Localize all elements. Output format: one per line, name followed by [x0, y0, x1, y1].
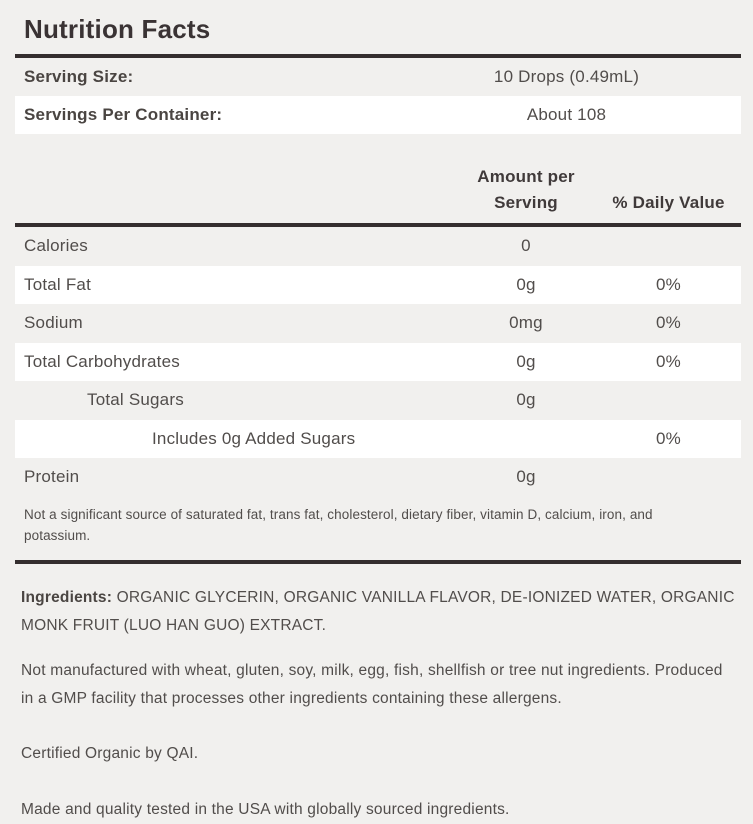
nutrient-name: Calories — [24, 236, 88, 256]
serving-info-row: Serving Size: 10 Drops (0.49mL) — [15, 58, 741, 96]
certification-text: Certified Organic by QAI. — [21, 744, 199, 762]
table-row: Includes 0g Added Sugars 0% — [15, 419, 741, 458]
table-row: Total Sugars 0g — [15, 381, 741, 420]
header-divider — [15, 223, 741, 227]
daily-value-header: % Daily Value — [612, 193, 725, 212]
nutrient-table: Calories 0 Total Fat 0g 0% Sodium 0mg 0% Total C… — [15, 227, 741, 497]
nutrient-daily-value: 0% — [656, 428, 681, 448]
allergen-paragraph: Not manufactured with wheat, gluten, soy… — [21, 662, 723, 708]
amount-header-line1: Amount per — [477, 167, 575, 186]
nutrition-footnote: Not a significant source of saturated fa… — [24, 506, 653, 544]
nutrient-name: Sodium — [24, 313, 83, 333]
amount-header-line2: Serving — [494, 193, 558, 212]
ingredients-label: Ingredients: — [21, 588, 113, 606]
table-row: Protein 0g — [15, 458, 741, 497]
origin-text: Made and quality tested in the USA with … — [21, 800, 510, 818]
nutrient-amount: 0g — [516, 351, 536, 371]
table-column-headers: Amount per Serving % Daily Value — [15, 164, 741, 223]
nutrient-name: Total Fat — [24, 274, 91, 294]
serving-info-value: About 108 — [526, 105, 607, 124]
nutrition-facts-panel: Nutrition Facts Serving Size: 10 Drops (0… — [0, 14, 753, 564]
nutrient-daily-value: 0% — [656, 313, 681, 333]
nutrient-amount: 0 — [521, 236, 531, 256]
nutrient-daily-value: 0% — [656, 274, 681, 294]
serving-info-label: Serving Size: — [24, 67, 134, 86]
nutrient-daily-value: 0% — [656, 351, 681, 371]
ingredients-text: ORGANIC GLYCERIN, ORGANIC VANILLA FLAVOR… — [21, 588, 735, 634]
table-row: Total Carbohydrates 0g 0% — [15, 342, 741, 381]
bottom-divider — [15, 559, 741, 564]
ingredients-paragraph: Ingredients: ORGANIC GLYCERIN, ORGANIC V… — [21, 584, 735, 640]
table-row: Total Fat 0g 0% — [15, 265, 741, 304]
nutrient-amount: 0mg — [509, 313, 543, 333]
nutrient-name: Protein — [24, 467, 80, 487]
nutrient-name: Total Sugars — [87, 390, 184, 410]
top-divider — [15, 54, 741, 58]
nutrient-amount: 0g — [516, 390, 536, 410]
nutrition-facts-title: Nutrition Facts — [24, 14, 211, 44]
amount-per-serving-header: Amount per Serving — [456, 164, 596, 216]
serving-info-label: Servings Per Container: — [24, 105, 223, 124]
serving-info-value: 10 Drops (0.49mL) — [493, 67, 640, 86]
product-details-section: Ingredients: ORGANIC GLYCERIN, ORGANIC V… — [0, 564, 753, 824]
nutrient-name: Total Carbohydrates — [24, 351, 180, 371]
table-row: Calories 0 — [15, 227, 741, 266]
nutrient-amount: 0g — [516, 274, 536, 294]
nutrient-amount: 0g — [516, 467, 536, 487]
serving-info-section: Serving Size: 10 Drops (0.49mL) Servings P… — [15, 58, 741, 134]
table-row: Sodium 0mg 0% — [15, 304, 741, 343]
serving-info-row: Servings Per Container: About 108 — [15, 96, 741, 134]
nutrient-name: Includes 0g Added Sugars — [152, 428, 356, 448]
